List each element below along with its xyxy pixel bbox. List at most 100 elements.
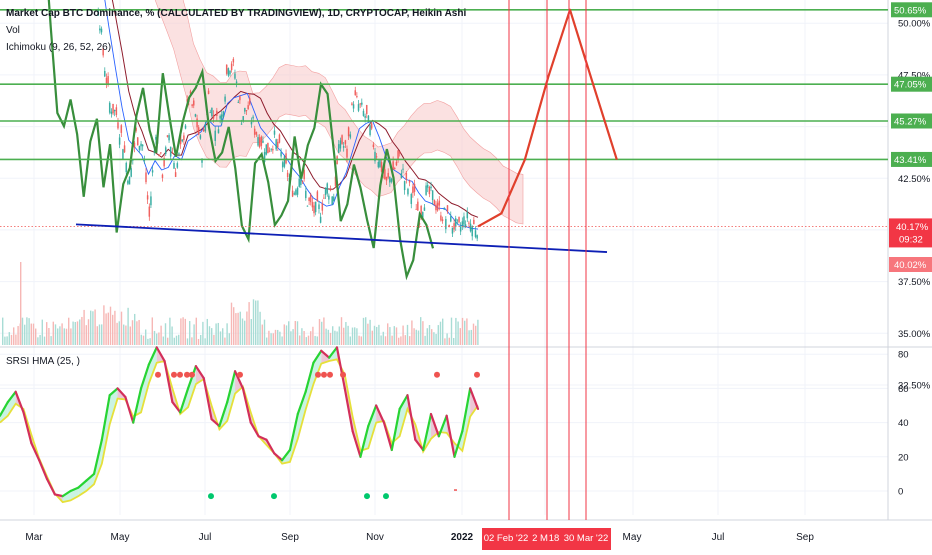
ichimoku-legend[interactable]: Ichimoku (9, 26, 52, 26) [6,42,112,53]
volume-bar [160,325,162,345]
volume-bar [431,329,433,345]
candle-body [235,81,238,83]
srsi-overbought-dot-6 [315,371,321,378]
candle-body [328,195,330,200]
candle-body [232,58,235,63]
volume-bar [446,333,448,345]
volume-bar [13,327,15,345]
candle-body [300,177,302,185]
srsi-line-segment [61,489,72,498]
volume-bar [455,317,457,345]
srsi-oversold-dot-1 [271,493,277,500]
candle-body [268,150,271,152]
volume-bar [332,326,334,345]
srsi-line-segment [257,435,268,441]
candle-body [118,137,121,145]
candle-body [214,130,216,141]
candle-body [97,9,100,16]
candle-body [356,96,358,98]
volume-bar [156,333,158,345]
volume-bar [255,300,257,345]
candle-body [150,196,152,206]
current-price-label: 40.17% [896,222,929,233]
candle-body [321,203,324,211]
candle-body [196,118,198,128]
srsi-line-segment [328,346,339,359]
srsi-overbought-dot-10 [434,371,440,378]
volume-bar [112,314,114,345]
volume-bar [35,328,37,345]
volume-bar [116,322,118,345]
candle-body [423,207,426,211]
candle-body [329,189,332,191]
srsi-overbought-dot-1 [171,371,177,378]
candle-body [160,152,162,154]
candle-body [471,226,474,237]
price-axis-tick-6: 35.00% [898,329,931,340]
volume-bar [72,321,74,345]
candle-body [240,123,243,125]
candle-body [250,121,253,125]
srsi-line-segment [92,438,103,475]
candle-body [435,204,437,211]
volume-bar [246,311,248,345]
volume-bar [259,311,261,345]
level-label-bg-3 [891,151,932,167]
volume-bar [202,321,204,345]
candle-body [166,135,169,137]
candle-body [153,150,156,152]
candle-body [99,28,101,31]
volume-bar [453,337,455,345]
srsi-line-segment [124,395,135,424]
srsi-line-segment [6,390,17,404]
volume-bar [81,316,83,345]
candle-body [224,96,226,102]
candle-body [430,186,432,189]
srsi-fill-segment [148,347,157,384]
srsi-legend[interactable]: SRSI HMA (25, ) [6,356,80,367]
srsi-line-segment [343,387,354,433]
volume-bar [472,323,475,345]
candle-body [102,48,104,56]
volume-bar [468,330,470,345]
time-axis-tick-4: Nov [366,532,384,543]
candle-body [339,140,342,149]
volume-bar [459,328,461,345]
volume-bar [263,319,266,345]
candle-body [466,212,469,219]
candle-body [108,102,111,113]
candle-body [365,105,368,114]
volume-bar [323,317,325,345]
volume-bar [329,332,332,345]
candle-body [143,160,146,162]
srsi-line-segment [241,387,252,424]
candle-body [364,115,366,118]
candle-body [370,123,373,129]
srsi-oversold-dot-0 [208,493,214,500]
srsi-fill-segment [297,391,306,439]
srsi-overbought-dot-7 [321,371,327,378]
volume-bar [50,336,52,345]
candle-body [125,162,128,173]
srsi-line-segment [406,394,417,441]
srsi-line-segment [390,407,401,452]
volume-bar [384,336,387,345]
candle-body [267,142,269,154]
volume-legend[interactable]: Vol [6,25,20,36]
srsi-line-segment [367,404,378,428]
candle-body [136,137,139,146]
volume-bar [204,338,206,345]
candle-body [305,190,307,199]
volume-bar [411,320,413,345]
candle-body [107,76,109,84]
srsi-line-segment [296,390,307,416]
volume-bar [464,320,466,345]
price-axis-tick-7: 32.50% [898,380,931,391]
volume-bar [336,331,338,345]
srsi-line-segment [100,394,111,441]
srsi-line-segment [45,477,56,496]
volume-bar [303,331,305,345]
volume-bar [226,323,228,345]
